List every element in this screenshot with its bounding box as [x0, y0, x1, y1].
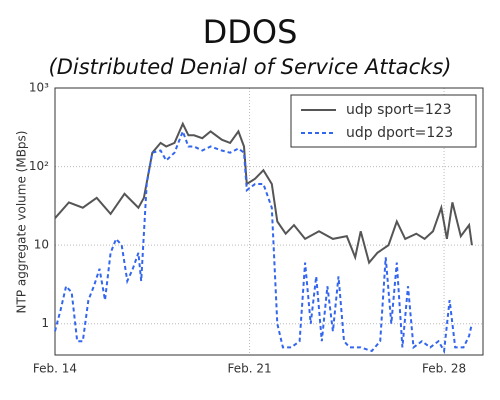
y-tick-label: 10² [29, 159, 49, 173]
x-tick-label: Feb. 14 [33, 362, 77, 376]
y-tick-label: 10³ [29, 81, 49, 95]
y-tick-label: 1 [41, 316, 49, 330]
chart-title: DDOS [203, 13, 298, 51]
y-axis-label: NTP aggregate volume (MBps) [15, 131, 29, 314]
series-line [54, 121, 473, 265]
series-line [54, 128, 473, 355]
x-tick-label: Feb. 28 [422, 362, 466, 376]
legend-label: udp dport=123 [346, 125, 453, 141]
y-tick-label: 10 [34, 238, 49, 252]
legend-box [290, 94, 477, 148]
x-tick-label: Feb. 21 [227, 362, 271, 376]
plot-frame [54, 87, 484, 356]
legend-label: udp sport=123 [346, 102, 452, 118]
chart-subtitle: (Distributed Denial of Service Attacks) [49, 55, 452, 79]
